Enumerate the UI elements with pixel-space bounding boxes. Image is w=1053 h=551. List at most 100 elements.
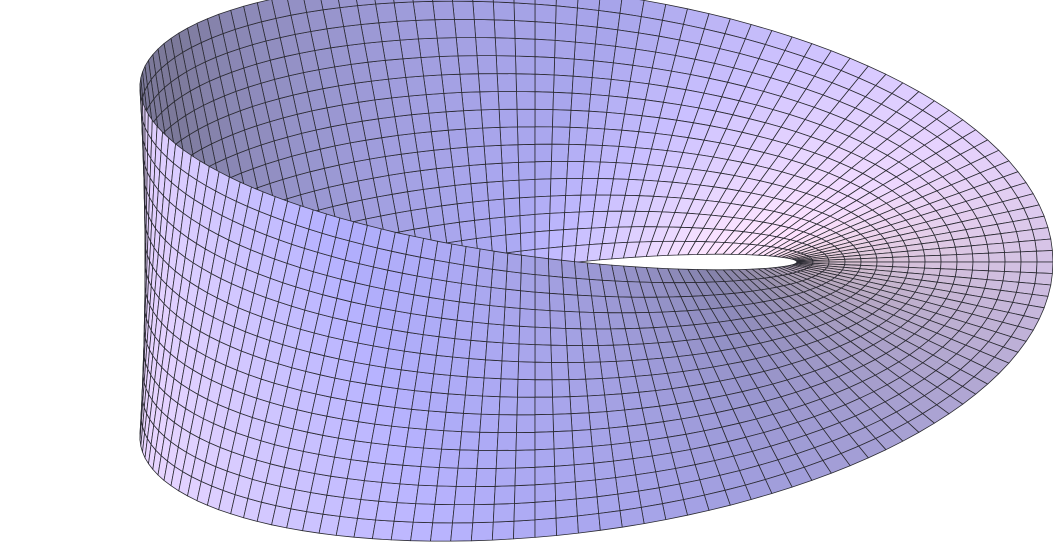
surface-patch	[447, 374, 468, 396]
surface-patch	[374, 0, 395, 5]
surface-patch	[534, 161, 552, 180]
surface-patch	[571, 75, 593, 95]
surface-patch	[593, 312, 611, 330]
surface-patch	[534, 38, 556, 59]
surface-patch	[591, 444, 614, 464]
surface-patch	[590, 77, 612, 97]
surface-patch	[487, 198, 506, 219]
surface-patch	[503, 306, 521, 327]
surface-patch	[493, 485, 516, 505]
surface-patch	[449, 356, 470, 378]
surface-patch	[565, 328, 583, 347]
surface-patch	[565, 177, 583, 196]
surface-patch	[534, 396, 554, 416]
surface-patch	[393, 502, 417, 523]
surface-patch	[375, 500, 398, 522]
surface-patch	[506, 252, 522, 274]
surface-patch	[610, 62, 634, 82]
surface-patch	[632, 48, 657, 69]
surface-patch	[534, 309, 551, 329]
surface-patch	[595, 477, 619, 498]
surface-patch	[549, 292, 566, 312]
surface-patch	[564, 310, 582, 330]
surface-patch	[441, 203, 460, 225]
surface-patch	[353, 518, 377, 540]
surface-patch	[410, 521, 434, 542]
surface-patch	[494, 467, 516, 487]
surface-patch	[371, 519, 395, 541]
surface-patch	[477, 73, 499, 93]
surface-patch	[548, 275, 564, 295]
surface-patch	[474, 218, 492, 239]
surface-patch	[452, 504, 475, 524]
surface-patch	[459, 73, 481, 93]
surface-patch	[1034, 272, 1053, 286]
surface-patch	[551, 143, 570, 162]
surface-patch	[479, 413, 500, 433]
surface-patch	[443, 280, 462, 303]
surface-patch	[923, 248, 941, 257]
surface-patch	[615, 360, 636, 379]
surface-patch	[1018, 239, 1037, 253]
surface-patch	[610, 442, 634, 462]
surface-patch	[591, 60, 614, 80]
surface-patch	[456, 301, 475, 323]
surface-patch	[425, 296, 445, 319]
surface-patch	[534, 361, 553, 381]
surface-patch	[454, 319, 474, 341]
surface-patch	[416, 352, 437, 375]
surface-patch	[482, 126, 502, 147]
surface-patch	[414, 371, 435, 393]
surface-patch	[384, 444, 407, 466]
surface-patch	[583, 144, 603, 163]
surface-patch	[468, 163, 488, 185]
surface-patch	[555, 498, 578, 519]
surface-patch	[924, 261, 942, 270]
surface-patch	[548, 229, 564, 249]
surface-patch	[441, 430, 463, 451]
surface-patch	[470, 521, 494, 542]
surface-patch	[408, 408, 430, 430]
surface-patch	[575, 7, 600, 28]
surface-patch	[475, 37, 497, 56]
surface-patch	[454, 183, 474, 205]
surface-patch	[367, 442, 389, 465]
surface-patch	[435, 166, 456, 188]
surface-patch	[972, 252, 990, 263]
surface-patch	[517, 126, 536, 146]
surface-patch	[472, 0, 495, 21]
surface-patch	[393, 0, 414, 4]
surface-patch	[412, 0, 434, 3]
surface-patch	[391, 406, 413, 429]
surface-patch	[563, 211, 580, 231]
surface-patch	[555, 5, 578, 26]
surface-patch	[1018, 271, 1037, 285]
surface-patch	[485, 162, 504, 183]
surface-patch	[551, 362, 570, 381]
surface-patch	[590, 427, 612, 447]
surface-patch	[505, 270, 522, 292]
surface-patch	[569, 109, 590, 129]
surface-patch	[474, 285, 492, 306]
surface-patch	[1036, 250, 1053, 263]
surface-patch	[430, 522, 453, 542]
surface-patch	[534, 21, 556, 41]
surface-patch	[570, 92, 591, 112]
surface-patch	[828, 258, 846, 263]
surface-patch	[956, 261, 974, 271]
surface-patch	[555, 515, 579, 536]
surface-patch	[466, 358, 486, 379]
surface-patch	[472, 199, 491, 221]
surface-patch	[515, 431, 536, 451]
surface-patch	[495, 449, 517, 469]
surface-patch	[515, 55, 536, 75]
surface-patch	[498, 396, 518, 416]
surface-patch	[414, 131, 435, 153]
surface-patch	[552, 109, 572, 128]
surface-patch	[438, 317, 458, 340]
surface-patch	[320, 0, 341, 11]
surface-patch	[356, 0, 377, 6]
surface-patch	[433, 148, 454, 170]
surface-patch	[378, 481, 401, 504]
surface-patch	[956, 253, 974, 263]
